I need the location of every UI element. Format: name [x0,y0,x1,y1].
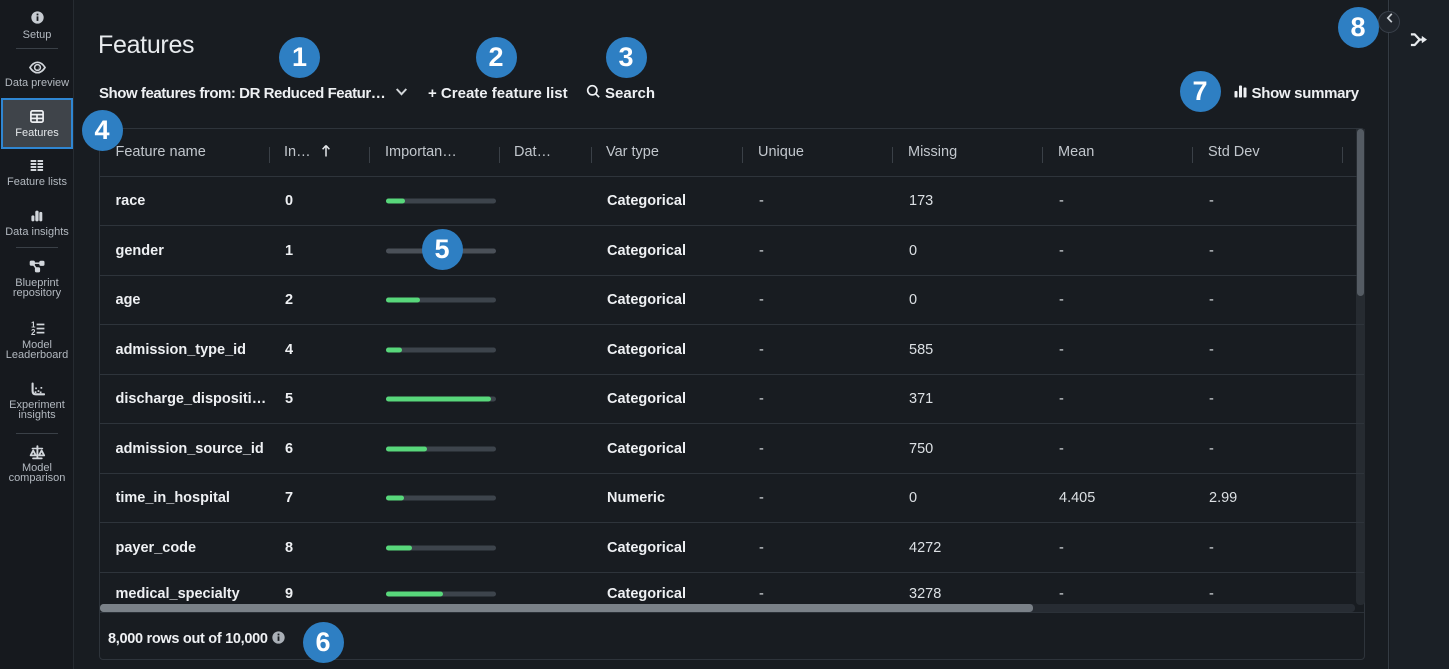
svg-text:1: 1 [31,321,36,330]
svg-text:2: 2 [31,328,36,335]
